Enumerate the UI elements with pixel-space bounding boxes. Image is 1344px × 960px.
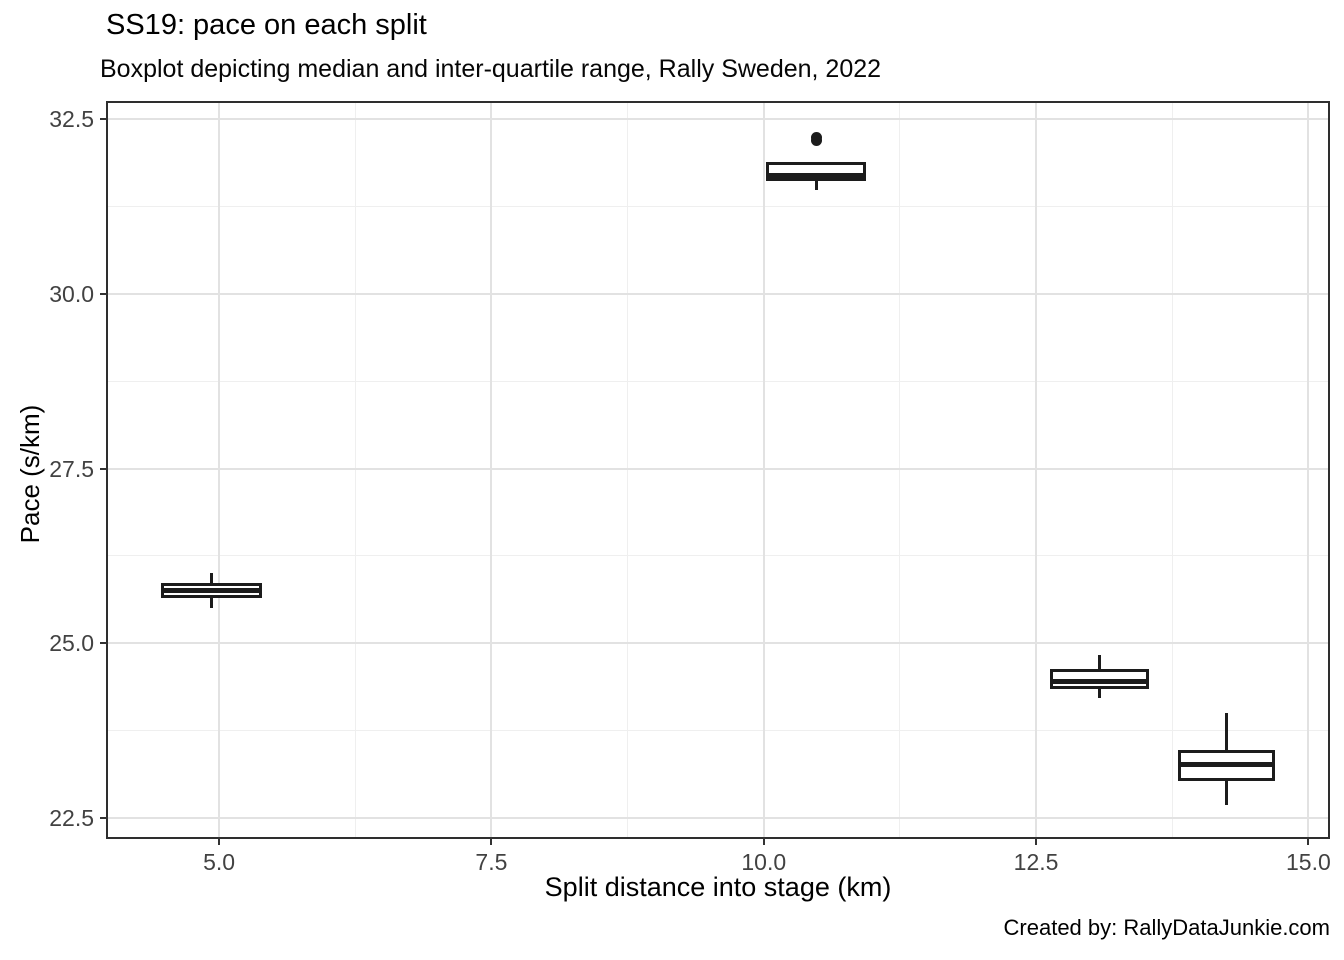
y-minor-gridline (108, 205, 1328, 207)
x-minor-gridline (627, 103, 629, 837)
x-tick-label: 5.0 (203, 849, 236, 875)
outlier-point (810, 131, 822, 143)
y-tick-mark (100, 292, 108, 295)
y-major-gridline (108, 817, 1328, 820)
y-tick-label: 32.5 (49, 106, 94, 133)
y-minor-gridline (108, 730, 1328, 732)
x-tick-label: 7.5 (475, 849, 508, 875)
y-tick-label: 27.5 (49, 455, 94, 482)
y-tick-mark (100, 642, 108, 645)
x-major-gridline (490, 103, 493, 837)
y-tick-mark (100, 467, 108, 470)
x-minor-gridline (899, 103, 901, 837)
upper-whisker (1225, 713, 1229, 750)
x-minor-gridline (1171, 103, 1173, 837)
y-major-gridline (108, 467, 1328, 470)
y-tick-label: 30.0 (49, 280, 94, 307)
median-line (1049, 679, 1149, 685)
x-tick-mark (218, 837, 221, 845)
lower-whisker (1225, 781, 1229, 805)
upper-whisker (1097, 654, 1101, 670)
x-tick-mark (1307, 837, 1310, 845)
lower-whisker (209, 597, 213, 608)
x-axis-title: Split distance into stage (km) (544, 872, 892, 902)
x-major-gridline (1307, 103, 1310, 837)
x-tick-mark (762, 837, 765, 845)
y-tick-mark (100, 817, 108, 820)
median-line (161, 588, 262, 594)
y-major-gridline (108, 118, 1328, 121)
median-line (766, 172, 866, 178)
y-tick-label: 22.5 (49, 805, 94, 832)
median-line (1178, 761, 1276, 767)
y-minor-gridline (108, 380, 1328, 382)
chart-caption: Created by: RallyDataJunkie.com (1003, 915, 1330, 940)
x-tick-mark (490, 837, 493, 845)
lower-whisker (814, 181, 818, 190)
x-major-gridline (762, 103, 765, 837)
y-tick-label: 25.0 (49, 630, 94, 657)
x-tick-mark (1035, 837, 1038, 845)
upper-whisker (209, 572, 213, 584)
x-major-gridline (1035, 103, 1038, 837)
chart-subtitle: Boxplot depicting median and inter-quart… (100, 55, 882, 83)
lower-whisker (1097, 688, 1101, 698)
x-major-gridline (218, 103, 221, 837)
y-tick-mark (100, 118, 108, 121)
x-tick-label: 10.0 (741, 849, 787, 875)
plot-area (108, 103, 1328, 837)
plot-panel-background (108, 103, 1328, 837)
y-minor-gridline (108, 555, 1328, 557)
chart-title: SS19: pace on each split (106, 9, 427, 41)
x-tick-label: 15.0 (1286, 849, 1331, 875)
y-major-gridline (108, 642, 1328, 645)
y-major-gridline (108, 292, 1328, 295)
x-tick-label: 12.5 (1013, 849, 1059, 875)
x-minor-gridline (354, 103, 356, 837)
